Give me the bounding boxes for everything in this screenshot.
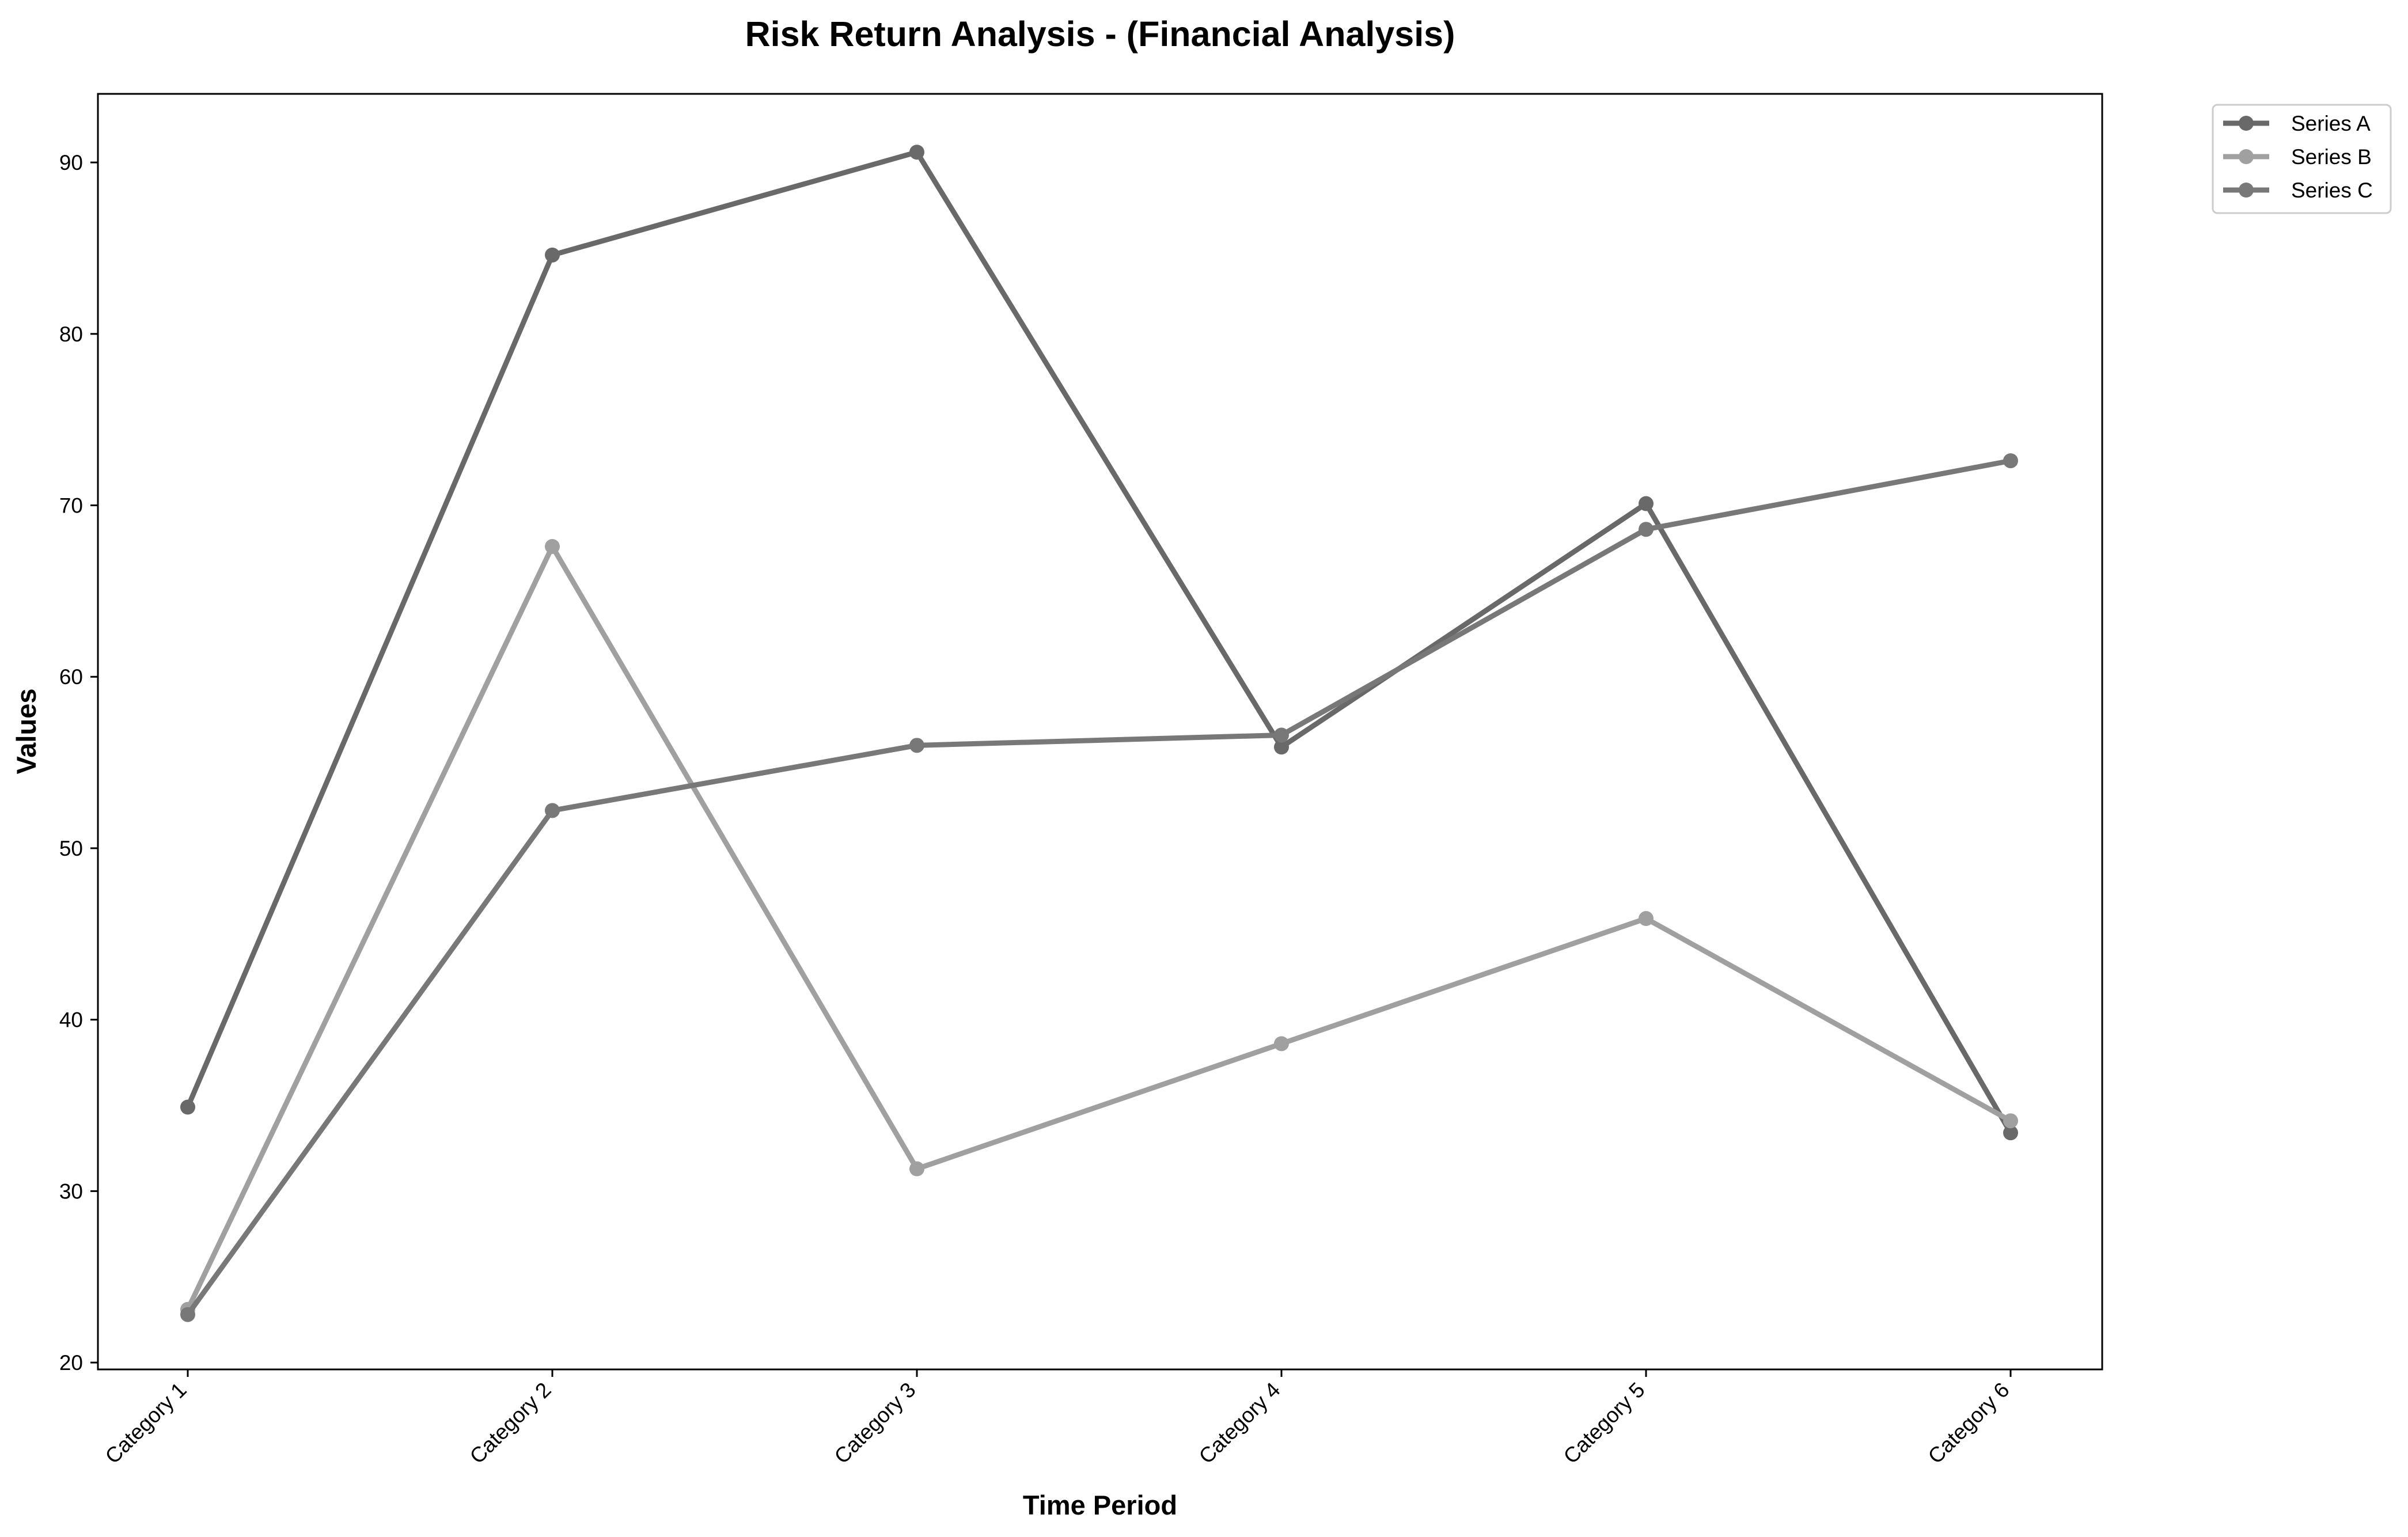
series-line	[185, 149, 2013, 1134]
legend-marker	[2239, 116, 2254, 131]
data-point	[2003, 1125, 2018, 1141]
plot-marks	[180, 145, 2018, 1322]
data-point	[909, 145, 924, 160]
data-point	[1274, 727, 1289, 743]
legend-marker	[2239, 149, 2254, 164]
data-point	[545, 803, 560, 818]
series-line	[185, 544, 2012, 1311]
data-point	[1274, 1036, 1289, 1052]
data-point	[180, 1307, 195, 1322]
legend-label: Series A	[2291, 112, 2371, 135]
data-point	[545, 247, 560, 263]
data-point	[909, 738, 924, 753]
data-point	[1639, 496, 1654, 511]
data-point	[545, 538, 560, 554]
data-point	[1639, 911, 1654, 927]
chart-title: Risk Return Analysis - (Financial Analys…	[745, 14, 1455, 54]
y-tick-label: 50	[59, 837, 83, 860]
legend-marker	[2239, 183, 2254, 198]
legend-entry: Series C	[2223, 179, 2373, 202]
legend-entry: Series B	[2223, 145, 2372, 169]
y-tick-label: 90	[59, 151, 83, 174]
plot-frame	[97, 93, 2103, 1371]
data-point	[180, 1099, 195, 1115]
series-3	[180, 453, 2018, 1322]
legend-box	[2212, 104, 2392, 214]
data-point	[1274, 739, 1289, 755]
data-point	[2003, 453, 2018, 469]
data-point	[2003, 1113, 2018, 1129]
series-line	[185, 458, 2011, 1316]
series-1	[180, 145, 2018, 1141]
legend: Series A Series B Series C	[2212, 104, 2392, 214]
y-tick-label: 80	[59, 322, 83, 346]
legend-entry: Series A	[2223, 112, 2371, 135]
legend-items: Series A Series B Series C	[2223, 112, 2373, 202]
data-point	[909, 1161, 924, 1177]
data-point	[1639, 522, 1654, 537]
y-axis-label: Values	[11, 689, 41, 775]
y-tick-label: 30	[59, 1179, 83, 1203]
legend-label: Series C	[2291, 179, 2373, 202]
legend-label: Series B	[2291, 145, 2372, 169]
y-tick-label: 60	[59, 665, 83, 689]
x-axis-label: Time Period	[1023, 1490, 1177, 1520]
y-tick-label: 20	[59, 1351, 83, 1375]
y-tick-label: 40	[59, 1008, 83, 1032]
y-tick-label: 70	[59, 494, 83, 518]
